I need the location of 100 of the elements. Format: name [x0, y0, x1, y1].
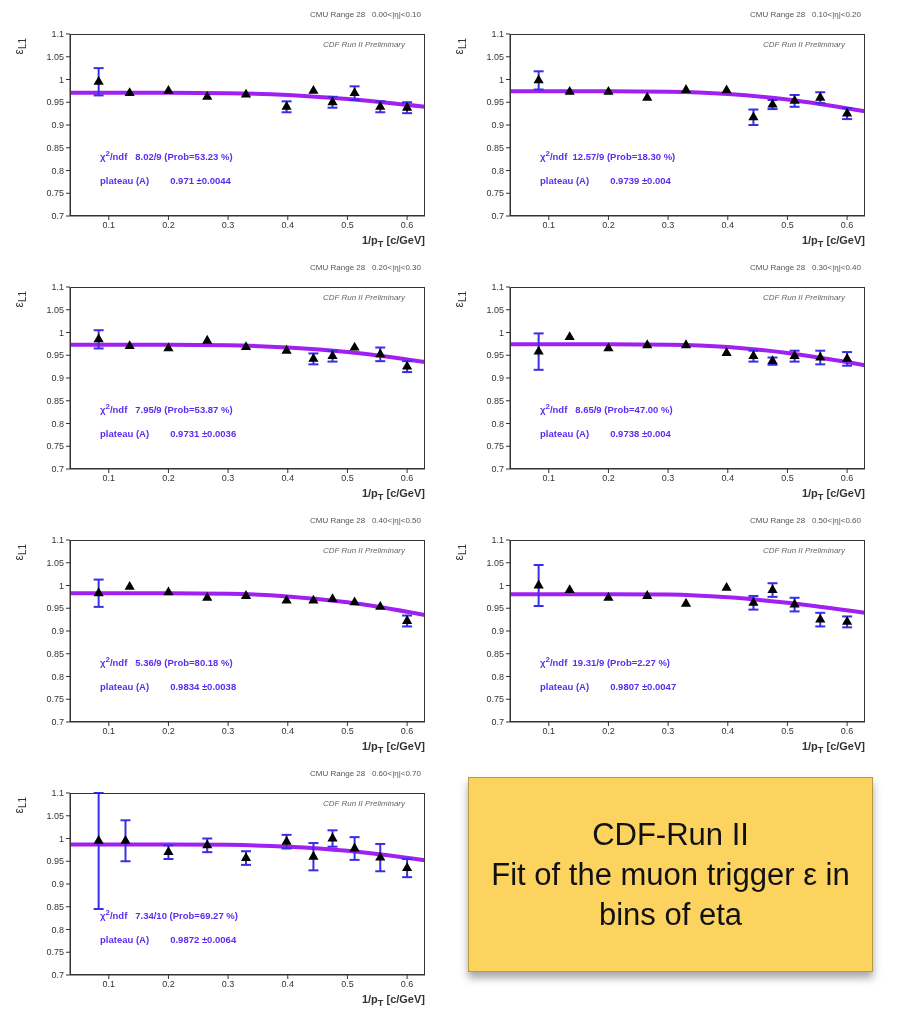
point — [402, 360, 413, 370]
y-tick-label: 1.1 — [51, 535, 64, 546]
point — [281, 835, 292, 845]
x-tick-label: 0.6 — [400, 726, 414, 737]
point — [308, 353, 319, 362]
point — [327, 593, 338, 603]
chart-subtitle: CMU Range 28 0.50<|η|<0.60 — [750, 516, 861, 525]
y-tick-label: 0.95 — [46, 603, 64, 614]
x-tick-label: 0.2 — [602, 220, 615, 231]
y-tick-label: 1 — [58, 327, 64, 338]
point — [564, 85, 575, 95]
point — [240, 341, 252, 350]
x-tick-label: 0.6 — [400, 473, 414, 484]
annotation: plateau (A) 0.971 ±0.0044 — [100, 174, 231, 186]
y-tick-label: 0.9 — [491, 373, 504, 384]
y-tick-label: 1.05 — [46, 51, 64, 62]
point — [281, 344, 292, 354]
y-tick-label: 0.9 — [51, 879, 64, 890]
x-axis-title: 1/p$_{T}$ [c/GeV] — [801, 740, 865, 756]
annotation: plateau (A) 0.9739 ±0.004 — [540, 174, 671, 186]
point — [120, 834, 131, 844]
x-axis-title: 1/p$_{T}$ [c/GeV] — [361, 740, 425, 756]
annotation: plateau (A) 0.9834 ±0.0038 — [100, 680, 237, 692]
y-tick-label: 0.9 — [51, 626, 64, 637]
point — [767, 584, 778, 593]
y-tick-label: 0.75 — [46, 947, 64, 958]
annotation: χ$^{2}$/ndf 7.95/9 (Prob=53.87 %) — [100, 401, 233, 415]
x-tick-label: 0.4 — [281, 979, 295, 990]
y-tick-label: 0.95 — [46, 350, 64, 361]
x-tick-label: 0.2 — [162, 979, 175, 990]
x-tick-label: 0.3 — [221, 979, 235, 990]
y-tick-label: 0.85 — [46, 395, 64, 406]
point — [202, 839, 213, 849]
y-tick-label: 0.7 — [51, 464, 64, 475]
y-tick-label: 0.85 — [486, 648, 504, 659]
x-axis-title: 1/p$_{T}$ [c/GeV] — [801, 487, 865, 503]
point — [163, 846, 174, 856]
x-axis-title: 1/p$_{T}$ [c/GeV] — [361, 993, 425, 1009]
point — [815, 613, 826, 623]
point — [748, 596, 759, 606]
point — [680, 339, 692, 349]
point — [308, 850, 319, 860]
x-tick-label: 0.3 — [221, 473, 235, 484]
point — [281, 100, 292, 110]
y-tick-label: 1 — [58, 833, 64, 844]
annotation: plateau (A) 0.9731 ±0.0036 — [100, 427, 237, 439]
x-tick-label: 0.5 — [341, 473, 354, 484]
chart-subtitle: CMU Range 28 0.30<|η|<0.40 — [750, 263, 861, 272]
x-tick-label: 0.5 — [341, 220, 354, 231]
annotation: CDF Run II Preliminary — [322, 799, 405, 808]
point — [721, 581, 732, 591]
annotation: CDF Run II Preliminary — [322, 40, 405, 49]
point — [680, 84, 692, 93]
x-tick-label: 0.6 — [400, 220, 414, 231]
y-tick-label: 1.1 — [51, 788, 64, 799]
point — [642, 339, 653, 349]
x-tick-label: 0.3 — [661, 220, 675, 231]
y-tick-label: 1.05 — [486, 51, 504, 62]
x-tick-label: 0.6 — [840, 220, 854, 231]
annotation: χ$^{2}$/ndf 7.34/10 (Prob=69.27 %) — [100, 907, 238, 921]
point — [680, 597, 692, 607]
x-tick-label: 0.3 — [661, 473, 675, 484]
x-tick-label: 0.5 — [781, 473, 794, 484]
x-tick-label: 0.2 — [162, 726, 175, 737]
x-tick-label: 0.1 — [102, 979, 116, 990]
point — [842, 353, 853, 362]
y-tick-label: 0.95 — [46, 97, 64, 108]
y-tick-label: 0.95 — [486, 350, 504, 361]
x-tick-label: 0.6 — [840, 473, 854, 484]
point — [789, 95, 800, 104]
y-tick-label: 0.7 — [491, 717, 504, 728]
annotation: χ$^{2}$/ndf 12.57/9 (Prob=18.30 %) — [540, 148, 676, 162]
x-tick-label: 0.6 — [400, 979, 414, 990]
y-tick-label: 1 — [498, 74, 504, 85]
point — [842, 616, 853, 625]
point — [375, 851, 386, 861]
point — [533, 74, 544, 84]
y-tick-label: 0.9 — [51, 120, 64, 131]
point — [163, 342, 174, 352]
point — [240, 88, 252, 98]
point — [202, 90, 213, 100]
y-tick-label: 0.8 — [491, 165, 504, 176]
y-tick-label: 0.8 — [491, 418, 504, 429]
point — [281, 594, 292, 604]
point — [721, 347, 732, 356]
annotation: χ$^{2}$/ndf 19.31/9 (Prob=2.27 %) — [540, 654, 671, 668]
y-tick-label: 1.1 — [491, 535, 504, 546]
x-tick-label: 0.2 — [162, 220, 175, 231]
annotation: χ$^{2}$/ndf 8.02/9 (Prob=53.23 %) — [100, 148, 233, 162]
y-tick-label: 1.05 — [46, 557, 64, 568]
point — [349, 341, 360, 351]
y-tick-label: 1 — [58, 580, 64, 591]
point — [375, 601, 386, 610]
annotation: plateau (A) 0.9738 ±0.004 — [540, 427, 671, 439]
y-tick-label: 1.05 — [46, 810, 64, 821]
y-tick-label: 1.1 — [51, 282, 64, 293]
x-tick-label: 0.2 — [162, 473, 175, 484]
point — [349, 596, 360, 606]
x-tick-label: 0.1 — [542, 473, 556, 484]
point — [402, 862, 413, 872]
